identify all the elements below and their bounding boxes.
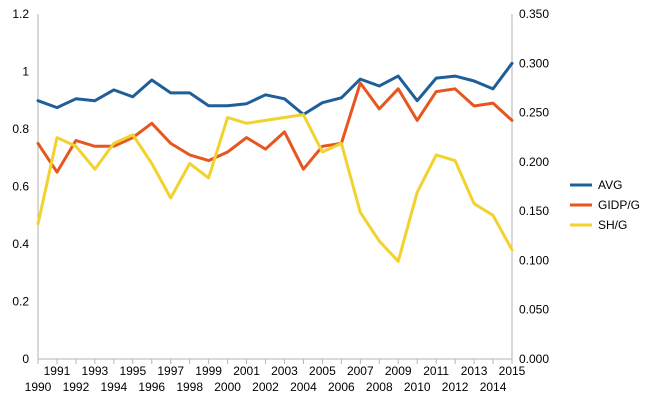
right-tick-label: 0.100 — [519, 253, 549, 267]
left-tick-label: 0.2 — [12, 295, 29, 309]
x-tick-label: 2015 — [499, 364, 526, 378]
legend-label: AVG — [598, 178, 622, 192]
x-tick-label: 1997 — [157, 364, 184, 378]
right-tick-label: 0.150 — [519, 204, 549, 218]
x-tick-label: 2007 — [347, 364, 374, 378]
x-tick-label: 1990 — [25, 380, 52, 394]
x-tick-label: 2012 — [442, 380, 469, 394]
x-tick-label: 1991 — [44, 364, 71, 378]
left-tick-label: 0.6 — [12, 180, 29, 194]
legend: AVG GIDP/G SH/G — [570, 178, 640, 232]
left-tick-label: 1 — [22, 65, 29, 79]
x-tick-label: 1999 — [195, 364, 222, 378]
left-axis-ticks: 0 0.2 0.4 0.6 0.8 1 1.2 — [12, 7, 29, 366]
legend-label: GIDP/G — [598, 198, 640, 212]
right-axis-ticks: 0.000 0.050 0.100 0.150 0.200 0.250 0.300 0.350 — [519, 7, 549, 366]
x-tick-label: 2014 — [480, 380, 507, 394]
series-line-sh-g — [36, 113, 514, 263]
right-tick-label: 0.000 — [519, 352, 549, 366]
x-tick-label: 1993 — [82, 364, 109, 378]
left-tick-label: 1.2 — [12, 7, 29, 21]
x-tick-label: 2000 — [214, 380, 241, 394]
x-tick-label: 1996 — [138, 380, 165, 394]
chart-axes — [37, 14, 513, 360]
series-line-gidp-g — [36, 81, 514, 174]
legend-label: SH/G — [598, 218, 627, 232]
right-tick-label: 0.300 — [519, 56, 549, 70]
x-tick-label: 1994 — [100, 380, 127, 394]
x-tick-label: 2002 — [252, 380, 279, 394]
x-tick-label: 1998 — [176, 380, 203, 394]
x-tick-label: 1995 — [119, 364, 146, 378]
right-tick-label: 0.200 — [519, 155, 549, 169]
right-tick-label: 0.350 — [519, 7, 549, 21]
x-tick-label: 2013 — [461, 364, 488, 378]
x-tick-label: 2005 — [309, 364, 336, 378]
series-lines — [36, 61, 514, 263]
x-tick-label: 2008 — [366, 380, 393, 394]
left-tick-label: 0.4 — [12, 237, 29, 251]
right-tick-label: 0.050 — [519, 303, 549, 317]
x-tick-label: 2003 — [271, 364, 298, 378]
right-tick-label: 0.250 — [519, 106, 549, 120]
left-tick-label: 0.8 — [12, 122, 29, 136]
x-tick-label: 1992 — [63, 380, 90, 394]
series-line-avg — [36, 61, 514, 116]
x-tick-label: 2001 — [233, 364, 260, 378]
x-axis-ticks: 1990 1991 1992 1993 1994 1995 1996 1997 1998 1999… — [25, 359, 526, 394]
x-tick-label: 2011 — [423, 364, 449, 378]
x-tick-label: 2010 — [404, 380, 431, 394]
x-tick-label: 2004 — [290, 380, 317, 394]
x-tick-label: 2009 — [385, 364, 412, 378]
left-tick-label: 0 — [22, 352, 29, 366]
x-tick-label: 2006 — [328, 380, 355, 394]
